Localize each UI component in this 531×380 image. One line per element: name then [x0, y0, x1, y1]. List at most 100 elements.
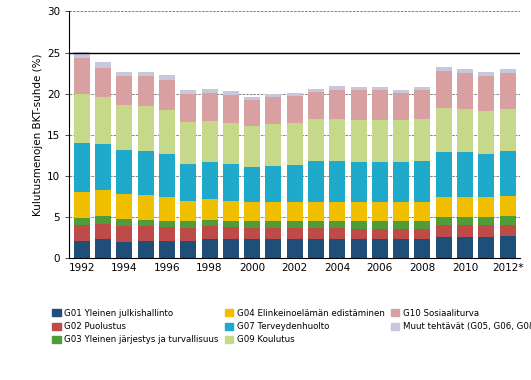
Bar [74, 143, 90, 192]
Bar [457, 69, 473, 73]
Bar [159, 80, 175, 110]
Bar [159, 241, 175, 258]
Bar [116, 242, 132, 258]
Bar [393, 221, 409, 229]
Bar [372, 221, 388, 229]
Bar [500, 151, 516, 196]
Bar [393, 120, 409, 162]
Bar [415, 90, 431, 119]
Bar [308, 239, 324, 258]
Bar [393, 90, 409, 93]
Bar [95, 190, 111, 217]
Bar [436, 237, 452, 258]
Bar [308, 201, 324, 220]
Bar [138, 220, 153, 226]
Bar [138, 76, 153, 106]
Bar [393, 229, 409, 239]
Bar [500, 217, 516, 225]
Bar [372, 87, 388, 90]
Bar [457, 217, 473, 225]
Bar [116, 150, 132, 194]
Bar [500, 69, 516, 73]
Bar [95, 68, 111, 97]
Bar [350, 221, 366, 229]
Bar [202, 239, 218, 258]
Bar [287, 239, 303, 258]
Bar [95, 224, 111, 239]
Bar [244, 239, 260, 258]
Bar [372, 229, 388, 239]
Bar [372, 120, 388, 162]
Bar [350, 203, 366, 221]
Bar [138, 106, 153, 151]
Bar [180, 164, 196, 201]
Bar [74, 59, 90, 94]
Bar [159, 220, 175, 227]
Bar [138, 72, 153, 76]
Bar [223, 201, 239, 220]
Bar [223, 122, 239, 164]
Bar [202, 121, 218, 162]
Bar [287, 124, 303, 165]
Bar [138, 195, 153, 220]
Bar [372, 90, 388, 120]
Bar [329, 161, 345, 201]
Bar [350, 90, 366, 120]
Bar [500, 225, 516, 236]
Bar [223, 91, 239, 95]
Bar [223, 239, 239, 258]
Bar [266, 239, 281, 258]
Bar [436, 198, 452, 217]
Bar [372, 203, 388, 221]
Bar [372, 239, 388, 258]
Bar [415, 119, 431, 161]
Bar [74, 218, 90, 225]
Bar [500, 109, 516, 151]
Bar [308, 161, 324, 201]
Bar [350, 120, 366, 162]
Bar [266, 166, 281, 203]
Bar [116, 219, 132, 226]
Bar [180, 201, 196, 221]
Bar [244, 221, 260, 228]
Bar [95, 239, 111, 258]
Bar [244, 228, 260, 239]
Bar [223, 164, 239, 201]
Bar [180, 241, 196, 258]
Bar [180, 90, 196, 94]
Bar [436, 66, 452, 71]
Bar [287, 221, 303, 228]
Bar [415, 87, 431, 90]
Bar [74, 225, 90, 241]
Bar [223, 227, 239, 239]
Bar [74, 241, 90, 258]
Bar [478, 76, 494, 111]
Bar [159, 198, 175, 220]
Bar [308, 220, 324, 228]
Bar [436, 225, 452, 237]
Bar [159, 154, 175, 198]
Bar [393, 93, 409, 120]
Bar [478, 225, 494, 237]
Bar [308, 92, 324, 119]
Bar [287, 93, 303, 96]
Bar [308, 228, 324, 239]
Bar [287, 165, 303, 203]
Bar [244, 167, 260, 203]
Bar [202, 226, 218, 239]
Bar [329, 119, 345, 161]
Bar [244, 203, 260, 221]
Bar [180, 228, 196, 241]
Y-axis label: Kulutusmenojen BKT-suhde (%): Kulutusmenojen BKT-suhde (%) [32, 54, 42, 216]
Bar [116, 194, 132, 219]
Bar [202, 93, 218, 121]
Legend: G01 Yleinen julkishallinto, G02 Puolustus, G03 Yleinen järjestys ja turvallisuus: G01 Yleinen julkishallinto, G02 Puolustu… [50, 307, 531, 346]
Bar [74, 192, 90, 218]
Bar [202, 199, 218, 220]
Bar [308, 89, 324, 92]
Bar [266, 94, 281, 97]
Bar [329, 90, 345, 119]
Bar [393, 162, 409, 203]
Bar [159, 227, 175, 241]
Bar [74, 52, 90, 59]
